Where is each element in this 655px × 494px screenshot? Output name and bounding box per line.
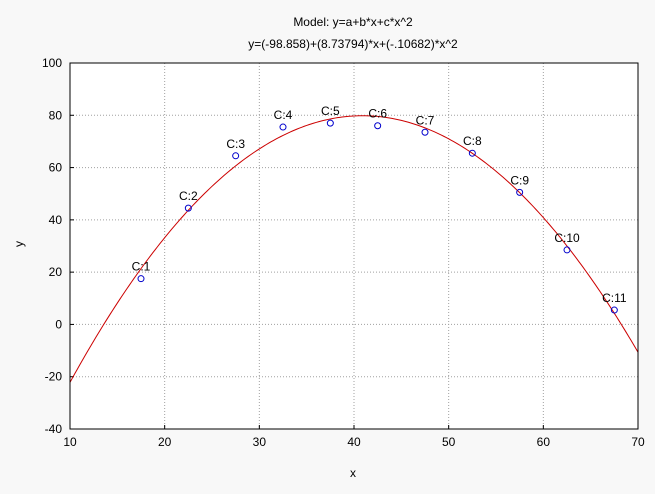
x-tick-label: 40 <box>347 435 361 449</box>
x-tick-label: 10 <box>63 435 77 449</box>
y-tick-label: -20 <box>45 370 63 384</box>
data-point <box>137 275 145 283</box>
x-axis-label: x <box>350 466 356 480</box>
data-points: C:1 C:2 C:3 C:4 C:5 C:6 C:7 C:8 C:9 C:10 C:11 <box>132 104 627 314</box>
point-label: C:1 <box>132 260 151 274</box>
point-label: C:7 <box>416 113 435 127</box>
point-label: C:8 <box>463 134 482 148</box>
x-tick-label: 20 <box>158 435 172 449</box>
y-tick-label: 40 <box>49 213 63 227</box>
point-label: C:11 <box>602 291 627 305</box>
point-label: C:10 <box>554 231 580 245</box>
plot-frame <box>69 62 639 430</box>
x-tick-label: 30 <box>253 435 267 449</box>
data-point <box>232 152 240 160</box>
chart-subtitle: y=(-98.858)+(8.73794)*x+(-.10682)*x^2 <box>248 37 458 51</box>
data-point <box>279 123 287 131</box>
y-tick-label: 80 <box>49 108 63 122</box>
point-label: C:5 <box>321 104 340 118</box>
point-label: C:6 <box>368 107 387 121</box>
data-point <box>563 246 571 254</box>
y-tick-label: 100 <box>42 56 62 70</box>
y-tick-label: 20 <box>49 265 63 279</box>
point-label: C:2 <box>179 189 198 203</box>
chart-title: Model: y=a+b*x+c*x^2 <box>293 15 413 29</box>
y-tick-label: 0 <box>55 317 62 331</box>
data-point <box>184 204 192 212</box>
y-tick-label: -40 <box>45 422 63 436</box>
grid-lines <box>70 63 638 429</box>
data-point <box>421 128 429 136</box>
fit-curve <box>69 115 639 383</box>
data-point <box>326 119 334 127</box>
data-point <box>516 188 524 196</box>
data-point <box>610 306 618 314</box>
x-tick-label: 70 <box>631 435 645 449</box>
y-tick-label: 60 <box>49 161 63 175</box>
data-point <box>468 149 476 157</box>
point-label: C:3 <box>226 137 245 151</box>
data-point <box>374 122 382 130</box>
point-label: C:9 <box>510 173 529 187</box>
point-label: C:4 <box>274 108 293 122</box>
x-tick-label: 50 <box>442 435 456 449</box>
x-tick-label: 60 <box>537 435 551 449</box>
y-axis-label: y <box>12 241 26 247</box>
